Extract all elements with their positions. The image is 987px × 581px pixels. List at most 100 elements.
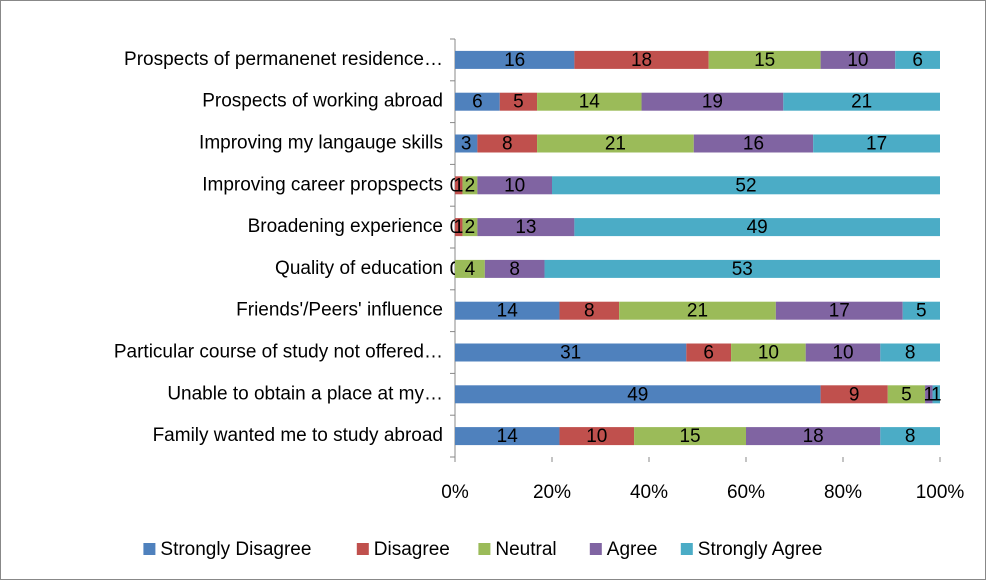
- bar-segment: [641, 92, 784, 111]
- data-label: 14: [497, 301, 519, 322]
- bar-segment: [537, 134, 694, 153]
- bar-segment: [455, 385, 821, 404]
- category-label: Particular course of study not offered…: [114, 342, 443, 363]
- data-label: 13: [515, 217, 536, 238]
- data-label: 31: [560, 343, 581, 364]
- category-label: Quality of education: [275, 258, 443, 279]
- data-label: 14: [497, 426, 519, 447]
- legend-label: Strongly Agree: [698, 539, 823, 560]
- category-label: Improving career propspects: [202, 174, 443, 195]
- bar-segment: [574, 50, 709, 69]
- bar-segment: [455, 218, 463, 237]
- x-tick-label: 60%: [727, 482, 765, 503]
- bar-segment: [686, 343, 732, 362]
- category-label: Broadening experience: [248, 216, 443, 237]
- category-label: Unable to obtain a place at my…: [167, 383, 443, 404]
- legend-swatch: [680, 543, 693, 555]
- data-label: 4: [465, 259, 476, 280]
- bar-segment: [455, 176, 463, 195]
- data-label: 1: [924, 384, 935, 405]
- data-label: 1: [931, 384, 942, 405]
- data-label: 8: [509, 259, 520, 280]
- bar-segment: [887, 385, 926, 404]
- x-tick-label: 80%: [824, 482, 862, 503]
- data-label: 5: [513, 92, 524, 113]
- bar-segment: [902, 301, 940, 320]
- data-label: 8: [584, 301, 595, 322]
- legend-label: Strongly Disagree: [160, 539, 311, 560]
- data-label: 17: [829, 301, 850, 322]
- data-label: 21: [605, 134, 626, 155]
- data-label: 1: [453, 217, 464, 238]
- bar-segment: [634, 427, 746, 446]
- data-label: 8: [905, 343, 916, 364]
- data-label: 15: [679, 426, 700, 447]
- bar-segment: [775, 301, 903, 320]
- data-label: 21: [851, 92, 872, 113]
- data-label: 17: [866, 134, 887, 155]
- category-label: Prospects of working abroad: [202, 91, 443, 112]
- data-label: 6: [472, 92, 483, 113]
- bar-segment: [746, 427, 881, 446]
- category-label: Prospects of permanenet residence…: [124, 49, 443, 70]
- data-label: 14: [579, 92, 601, 113]
- data-label: 10: [847, 50, 868, 71]
- bar-segment: [693, 134, 814, 153]
- bar-segment: [455, 50, 575, 69]
- bar-segment: [484, 259, 545, 278]
- data-label: 18: [631, 50, 652, 71]
- bar-segment: [925, 385, 933, 404]
- bar-segment: [895, 50, 940, 69]
- bar-segment: [559, 301, 620, 320]
- bar-segment: [477, 134, 538, 153]
- category-label: Improving my langauge skills: [199, 133, 443, 154]
- data-label: 2: [465, 217, 476, 238]
- legend-swatch: [589, 543, 602, 555]
- data-label: 52: [735, 175, 756, 196]
- legend-label: Agree: [607, 539, 658, 560]
- data-label: 49: [747, 217, 768, 238]
- legend-label: Neutral: [495, 539, 556, 560]
- x-tick-label: 40%: [630, 482, 668, 503]
- data-label: 2: [465, 175, 476, 196]
- bar-segment: [552, 176, 940, 195]
- data-label: 8: [502, 134, 513, 155]
- bar-segment: [619, 301, 776, 320]
- bar-segment: [455, 343, 687, 362]
- x-tick-label: 20%: [533, 482, 571, 503]
- category-label: Friends'/Peers' influence: [236, 300, 443, 321]
- bar-segment: [559, 427, 635, 446]
- bar-segment: [477, 176, 552, 195]
- data-label: 6: [703, 343, 714, 364]
- bar-segment: [805, 343, 881, 362]
- bar-segment: [455, 427, 560, 446]
- bar-segment: [574, 218, 940, 237]
- data-label: 5: [901, 384, 912, 405]
- bar-segment: [477, 218, 575, 237]
- bar-segment: [455, 259, 485, 278]
- data-label: 5: [916, 301, 927, 322]
- bar-segment: [455, 301, 560, 320]
- bar-segment: [932, 385, 940, 404]
- data-label: 18: [803, 426, 824, 447]
- bar-segment: [462, 218, 478, 237]
- bar-segment: [455, 134, 478, 153]
- data-label: 10: [586, 426, 607, 447]
- legend-swatch: [143, 543, 156, 555]
- bar-segment: [708, 50, 821, 69]
- data-label: 21: [687, 301, 708, 322]
- data-label: 10: [504, 175, 525, 196]
- data-label: 9: [849, 384, 860, 405]
- bar-segment: [544, 259, 940, 278]
- data-label: 10: [832, 343, 853, 364]
- data-label: 10: [758, 343, 779, 364]
- bar-segment: [462, 176, 478, 195]
- bar-segment: [820, 385, 888, 404]
- bar-segment: [783, 92, 940, 111]
- data-label: 16: [743, 134, 764, 155]
- data-label: 19: [702, 92, 723, 113]
- bar-segment: [880, 343, 940, 362]
- legend-swatch: [478, 543, 491, 555]
- data-label: 8: [905, 426, 916, 447]
